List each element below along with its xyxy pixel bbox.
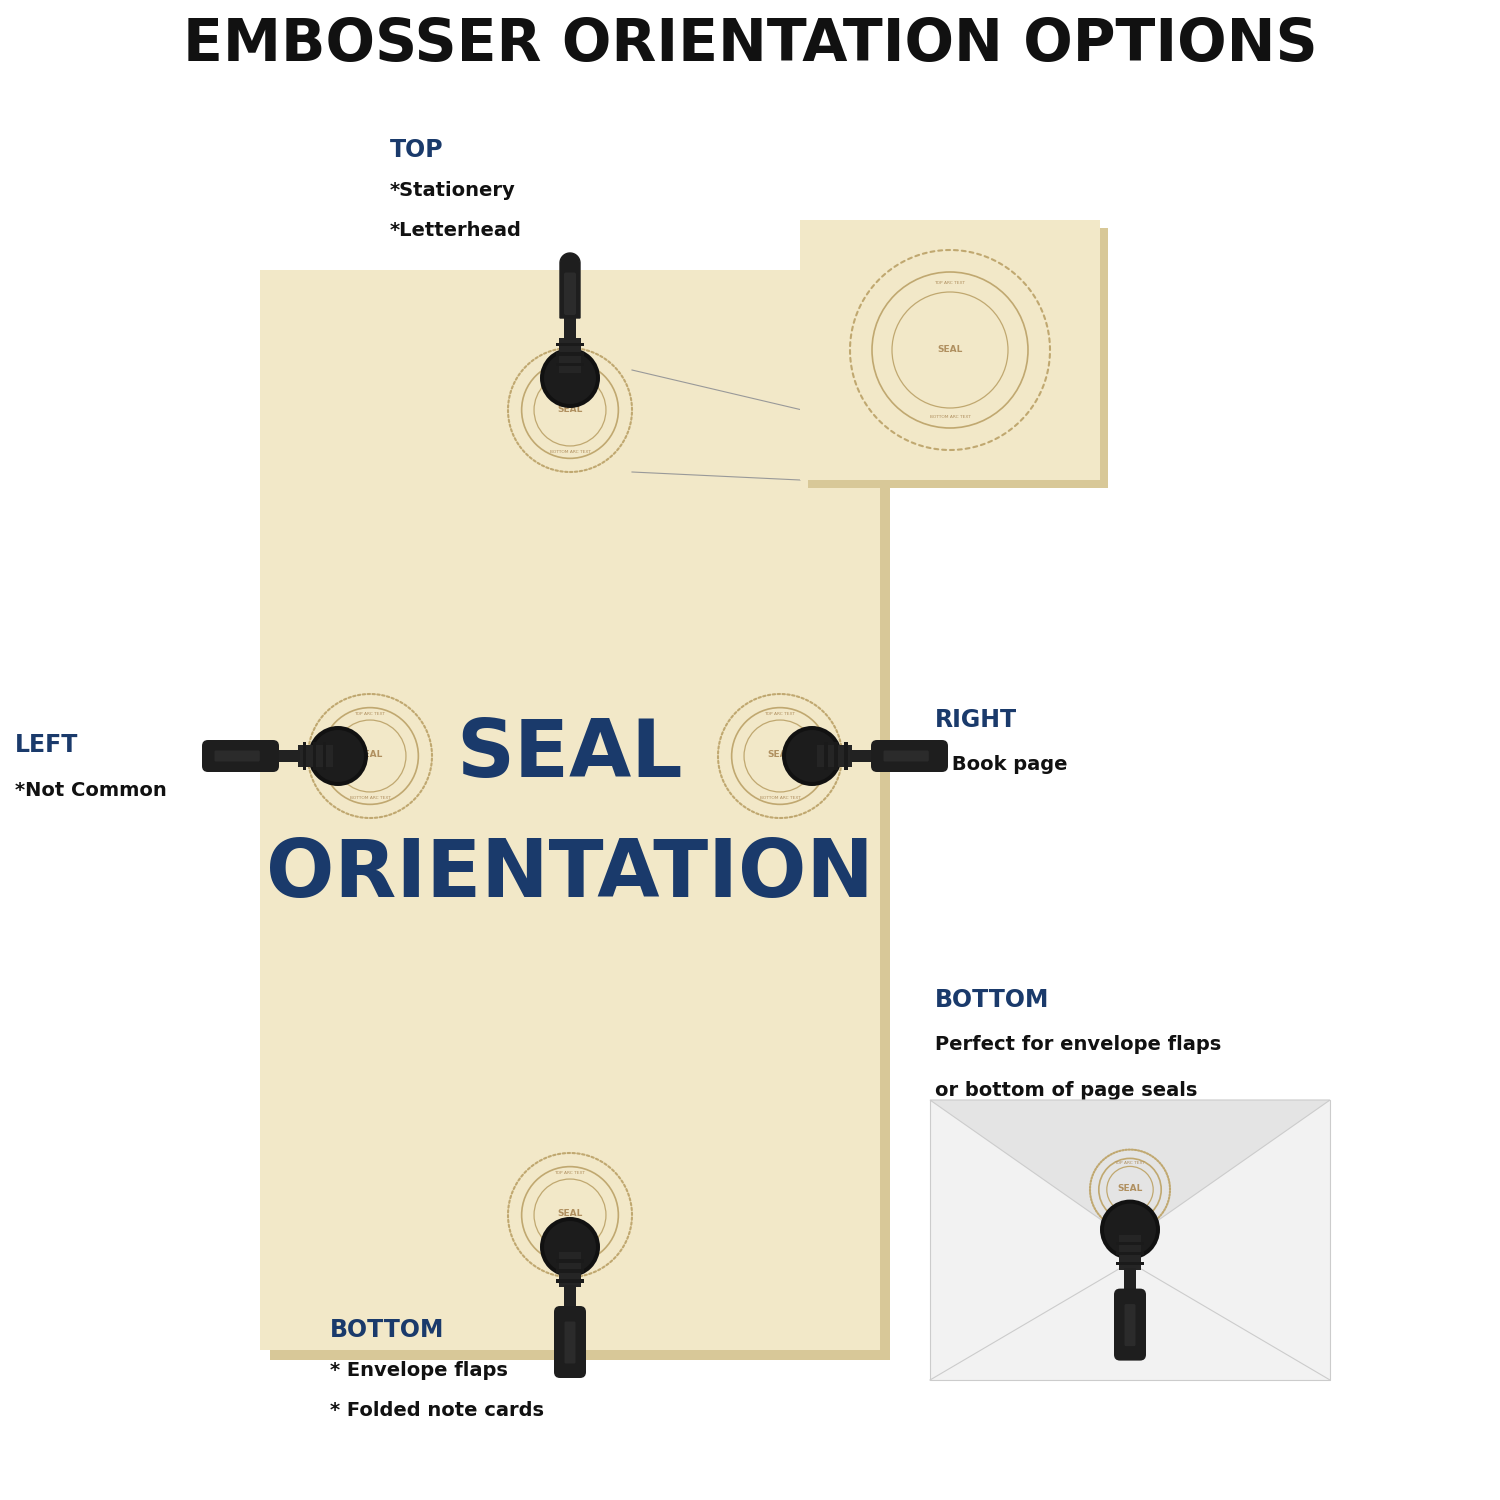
FancyBboxPatch shape bbox=[564, 1286, 576, 1316]
Circle shape bbox=[544, 352, 596, 404]
Text: * Envelope flaps: * Envelope flaps bbox=[330, 1360, 508, 1380]
Text: Perfect for envelope flaps: Perfect for envelope flaps bbox=[934, 1035, 1221, 1054]
Text: BOTTOM ARC TEXT: BOTTOM ARC TEXT bbox=[350, 795, 390, 800]
FancyBboxPatch shape bbox=[564, 1322, 576, 1364]
Polygon shape bbox=[930, 1100, 1330, 1240]
FancyBboxPatch shape bbox=[871, 740, 948, 772]
Text: TOP: TOP bbox=[390, 138, 444, 162]
Text: BOTTOM ARC TEXT: BOTTOM ARC TEXT bbox=[930, 416, 970, 419]
Text: SEAL: SEAL bbox=[768, 750, 792, 759]
Text: SEAL: SEAL bbox=[558, 1209, 582, 1218]
Text: TOP ARC TEXT: TOP ARC TEXT bbox=[934, 280, 966, 285]
FancyBboxPatch shape bbox=[214, 750, 260, 762]
FancyBboxPatch shape bbox=[834, 742, 837, 770]
FancyBboxPatch shape bbox=[298, 746, 333, 766]
Text: TOP ARC TEXT: TOP ARC TEXT bbox=[555, 1172, 585, 1176]
FancyBboxPatch shape bbox=[556, 363, 584, 366]
FancyBboxPatch shape bbox=[560, 338, 580, 374]
FancyBboxPatch shape bbox=[1116, 1262, 1144, 1264]
Text: TOP ARC TEXT: TOP ARC TEXT bbox=[765, 712, 795, 717]
FancyBboxPatch shape bbox=[556, 1280, 584, 1282]
Text: EMBOSSER ORIENTATION OPTIONS: EMBOSSER ORIENTATION OPTIONS bbox=[183, 16, 1317, 74]
Text: BOTTOM: BOTTOM bbox=[934, 988, 1050, 1012]
Text: *Stationery: *Stationery bbox=[390, 180, 516, 200]
FancyBboxPatch shape bbox=[824, 742, 828, 770]
Text: TOP ARC TEXT: TOP ARC TEXT bbox=[555, 366, 585, 370]
FancyBboxPatch shape bbox=[554, 1306, 586, 1378]
FancyBboxPatch shape bbox=[202, 740, 279, 772]
FancyBboxPatch shape bbox=[560, 1252, 580, 1287]
FancyBboxPatch shape bbox=[818, 746, 852, 766]
Polygon shape bbox=[560, 254, 580, 318]
FancyBboxPatch shape bbox=[850, 750, 880, 762]
Circle shape bbox=[1104, 1203, 1156, 1255]
Circle shape bbox=[312, 730, 364, 782]
FancyBboxPatch shape bbox=[808, 228, 1108, 488]
FancyBboxPatch shape bbox=[303, 742, 306, 770]
Text: RIGHT: RIGHT bbox=[934, 708, 1017, 732]
Text: TOP ARC TEXT: TOP ARC TEXT bbox=[1114, 1161, 1146, 1166]
Text: BOTTOM: BOTTOM bbox=[330, 1318, 444, 1342]
FancyBboxPatch shape bbox=[564, 315, 576, 340]
Text: SEAL: SEAL bbox=[1118, 1184, 1143, 1192]
FancyBboxPatch shape bbox=[930, 1100, 1330, 1380]
Text: TOP ARC TEXT: TOP ARC TEXT bbox=[354, 712, 386, 717]
Text: SEAL: SEAL bbox=[558, 405, 582, 414]
FancyBboxPatch shape bbox=[800, 220, 1100, 480]
FancyBboxPatch shape bbox=[884, 750, 928, 762]
FancyBboxPatch shape bbox=[1114, 1288, 1146, 1360]
Circle shape bbox=[786, 730, 838, 782]
Circle shape bbox=[540, 1216, 600, 1276]
FancyBboxPatch shape bbox=[1116, 1251, 1144, 1256]
Text: *Not Common: *Not Common bbox=[15, 780, 166, 800]
Text: or bottom of page seals: or bottom of page seals bbox=[934, 1080, 1197, 1100]
FancyBboxPatch shape bbox=[844, 742, 847, 770]
Text: LEFT: LEFT bbox=[15, 734, 78, 758]
FancyBboxPatch shape bbox=[556, 342, 584, 346]
Text: SEAL: SEAL bbox=[357, 750, 382, 759]
FancyBboxPatch shape bbox=[1125, 1304, 1136, 1346]
FancyBboxPatch shape bbox=[556, 1269, 584, 1272]
FancyBboxPatch shape bbox=[556, 352, 584, 356]
FancyBboxPatch shape bbox=[312, 742, 316, 770]
Circle shape bbox=[544, 1221, 596, 1274]
Text: * Book page: * Book page bbox=[934, 756, 1068, 774]
FancyBboxPatch shape bbox=[1119, 1234, 1142, 1269]
Text: *Letterhead: *Letterhead bbox=[390, 220, 522, 240]
Text: SEAL: SEAL bbox=[938, 345, 963, 354]
FancyBboxPatch shape bbox=[556, 1258, 584, 1263]
Text: ORIENTATION: ORIENTATION bbox=[266, 836, 874, 914]
Circle shape bbox=[308, 726, 368, 786]
FancyBboxPatch shape bbox=[1116, 1242, 1144, 1245]
Text: BOTTOM ARC TEXT: BOTTOM ARC TEXT bbox=[549, 1254, 591, 1258]
Text: SEAL: SEAL bbox=[456, 716, 682, 794]
FancyBboxPatch shape bbox=[322, 742, 326, 770]
FancyBboxPatch shape bbox=[1124, 1268, 1136, 1298]
Circle shape bbox=[1100, 1200, 1160, 1260]
FancyBboxPatch shape bbox=[270, 750, 300, 762]
FancyBboxPatch shape bbox=[260, 270, 880, 1350]
Circle shape bbox=[782, 726, 842, 786]
FancyBboxPatch shape bbox=[270, 280, 890, 1360]
FancyBboxPatch shape bbox=[564, 273, 576, 315]
Circle shape bbox=[540, 348, 600, 408]
Text: BOTTOM ARC TEXT: BOTTOM ARC TEXT bbox=[1110, 1215, 1150, 1218]
Text: * Folded note cards: * Folded note cards bbox=[330, 1401, 544, 1419]
Text: BOTTOM ARC TEXT: BOTTOM ARC TEXT bbox=[549, 450, 591, 453]
Text: BOTTOM ARC TEXT: BOTTOM ARC TEXT bbox=[759, 795, 801, 800]
